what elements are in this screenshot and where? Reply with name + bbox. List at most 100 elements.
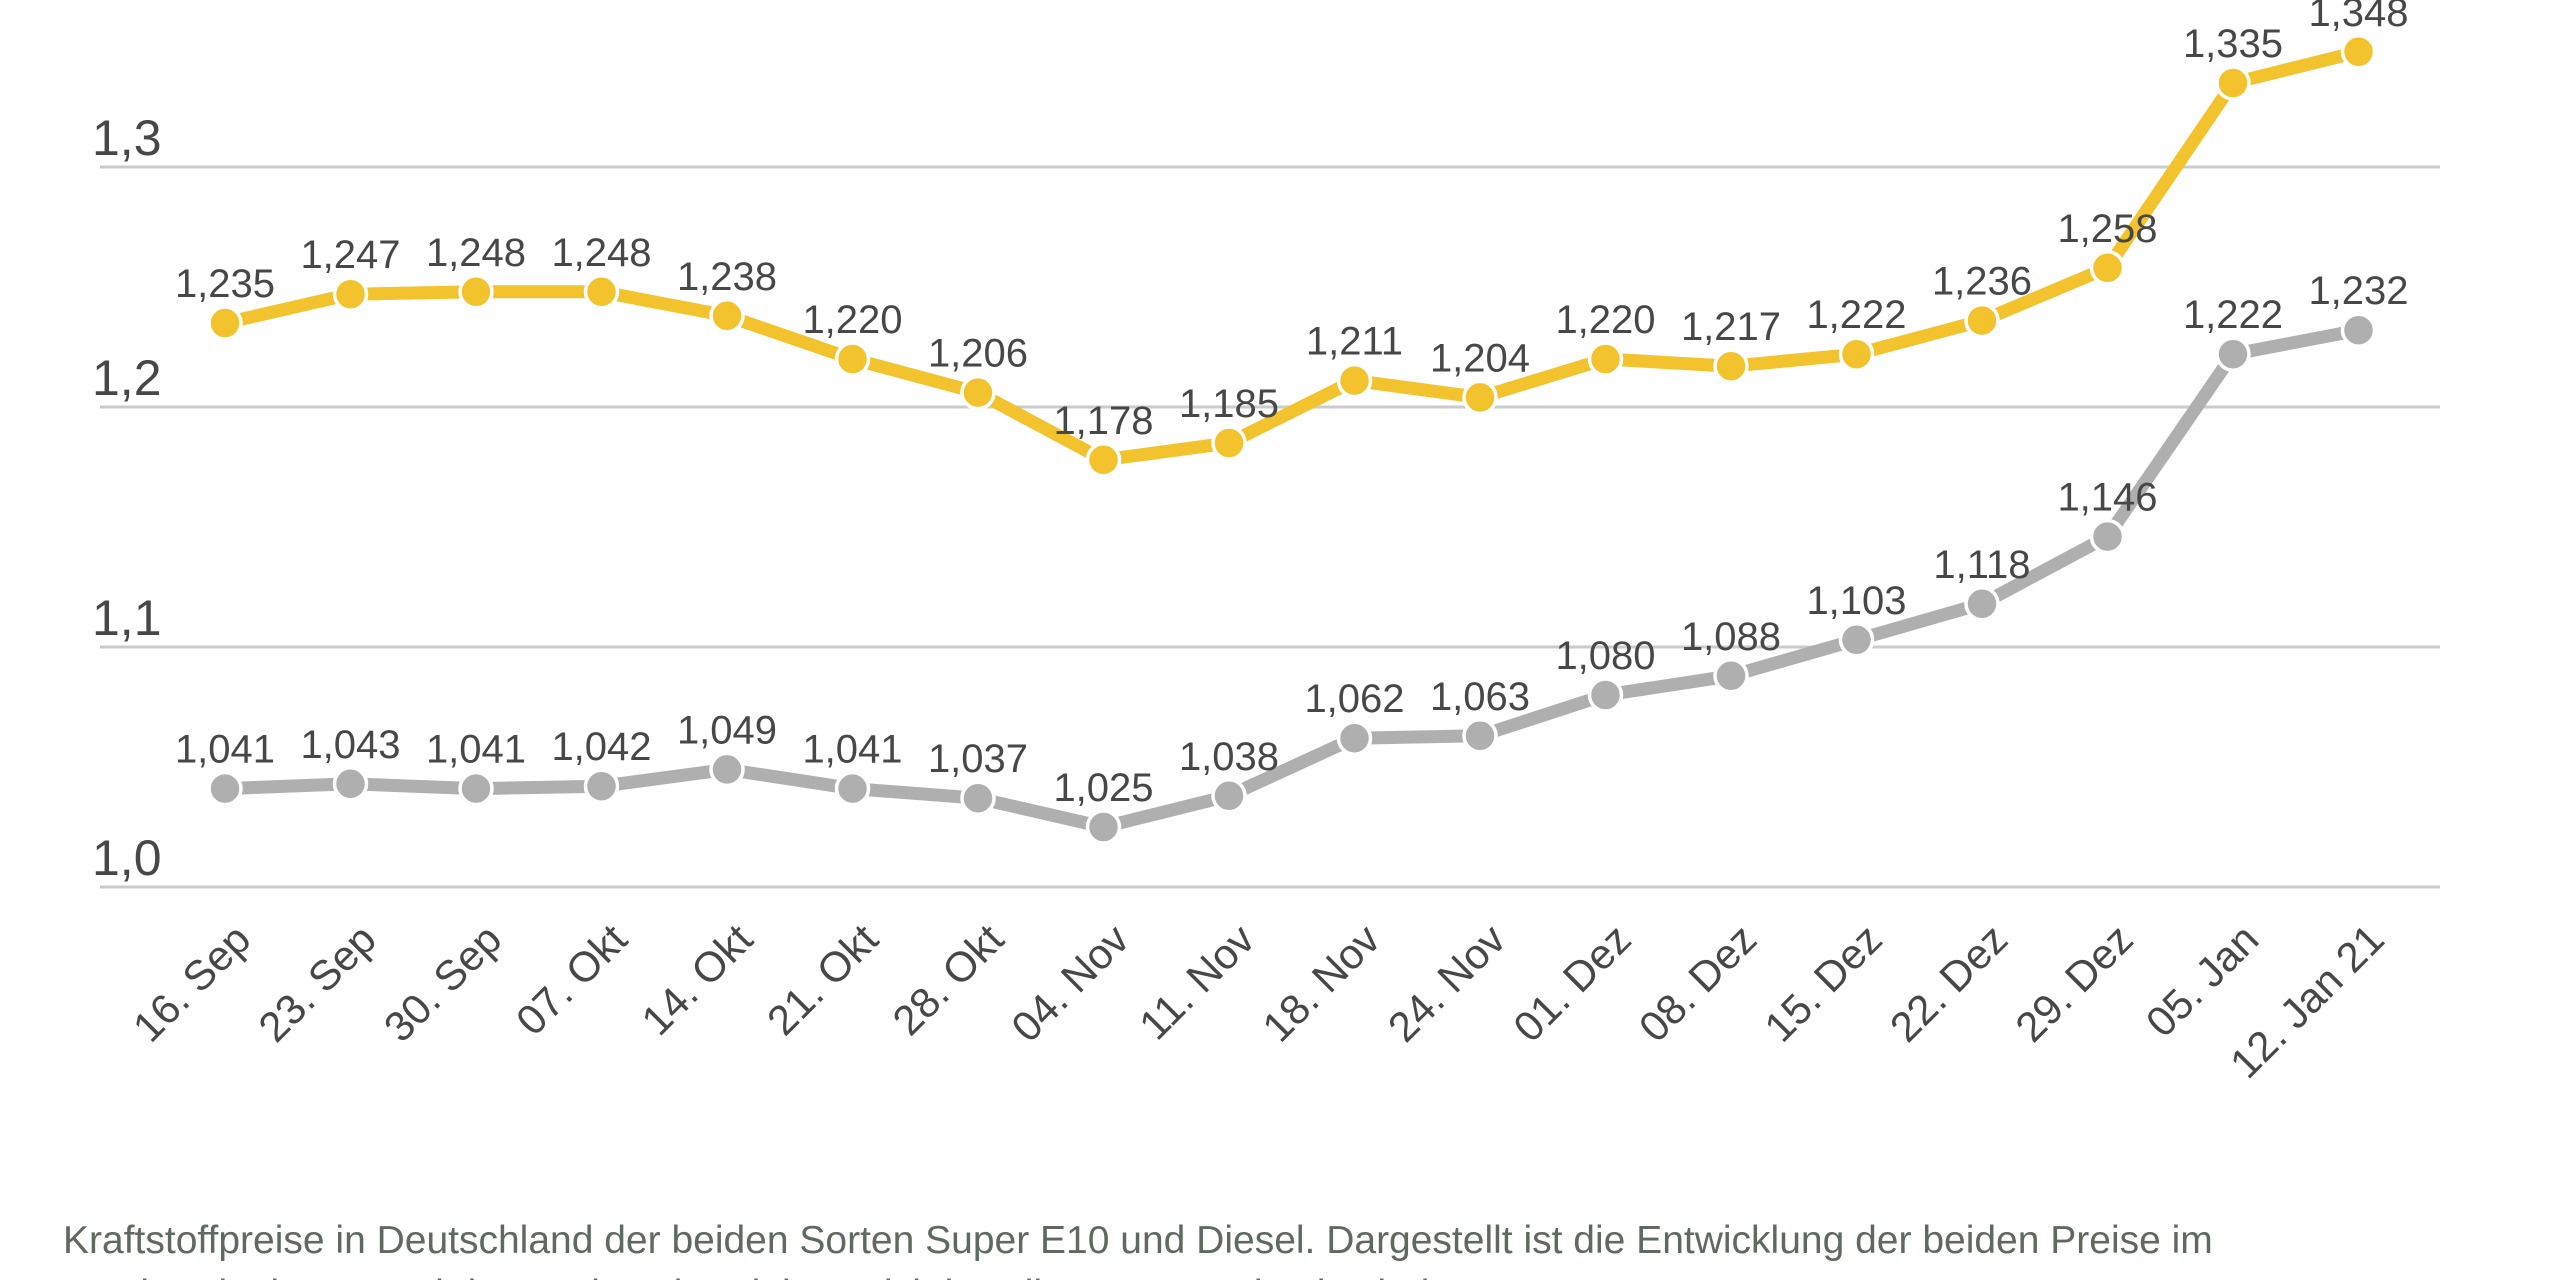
data-point-label: 1,204: [1430, 336, 1530, 380]
x-axis-tick-label: 28. Okt: [883, 915, 1012, 1044]
data-point-label: 1,049: [677, 708, 777, 752]
series-line-super-e10: [223, 45, 2361, 467]
y-axis-tick-label: 1,3: [92, 110, 162, 166]
x-axis-tick-label: 15. Dez: [1755, 915, 1891, 1051]
data-point-label: 1,248: [426, 231, 526, 275]
data-point-marker: [1462, 718, 1498, 754]
data-point-label: 1,037: [928, 737, 1028, 781]
data-point-label: 1,041: [802, 728, 902, 772]
data-point-label: 1,062: [1304, 677, 1404, 721]
x-axis-tick-label: 21. Okt: [758, 915, 887, 1044]
data-point-label: 1,118: [1933, 543, 2030, 587]
data-point-label: 1,248: [551, 231, 651, 275]
x-axis-tick-label: 24. Nov: [1379, 915, 1515, 1051]
x-axis-tick-label: 29. Dez: [2006, 915, 2142, 1051]
data-point-marker: [1336, 720, 1373, 756]
data-point-marker: [1964, 302, 2000, 339]
data-point-label: 1,258: [2057, 207, 2157, 251]
x-axis-tick-label: 11. Nov: [1130, 915, 1263, 1048]
data-point-label: 1,217: [1681, 305, 1781, 349]
data-point-marker: [1211, 778, 1247, 814]
data-point-marker: [2089, 518, 2126, 555]
data-point-marker: [834, 341, 871, 377]
data-point-marker: [1964, 586, 2000, 622]
data-point-marker: [1838, 336, 1875, 372]
data-point-label: 1,146: [2057, 476, 2157, 520]
data-point-label: 1,247: [300, 233, 400, 277]
data-point-marker: [207, 770, 243, 807]
data-point-marker: [1838, 622, 1875, 658]
x-axis-tick-label: 14. Okt: [632, 915, 761, 1044]
data-point-label: 1,220: [1555, 298, 1655, 342]
data-point-marker: [1085, 442, 1122, 478]
data-point-marker: [709, 298, 745, 334]
x-axis-tick-label: 18. Nov: [1253, 915, 1389, 1051]
x-axis-tick-label: 08. Dez: [1630, 915, 1766, 1051]
data-point-marker: [583, 274, 620, 310]
x-axis-tick-label: 23. Sep: [249, 915, 385, 1051]
data-point-label: 1,206: [928, 332, 1028, 376]
data-point-marker: [709, 751, 745, 788]
data-point-marker: [960, 780, 996, 816]
data-point-marker: [1713, 658, 1749, 694]
data-point-marker: [2089, 250, 2126, 286]
data-point-marker: [207, 305, 243, 341]
data-point-label: 1,041: [175, 728, 275, 772]
y-axis-tick-labels: 1,3 1,2 1,1 1,0: [92, 110, 162, 886]
data-series: [207, 34, 2377, 845]
x-axis-tick-label: 07. Okt: [507, 915, 636, 1044]
y-axis-tick-label: 1,1: [92, 590, 162, 646]
data-point-label: 1,211: [1306, 320, 1403, 364]
data-point-label: 1,335: [2183, 22, 2283, 66]
data-point-marker: [1713, 348, 1749, 384]
data-point-label: 1,041: [426, 728, 526, 772]
data-point-label: 1,080: [1555, 634, 1655, 678]
data-point-marker: [834, 770, 871, 807]
x-axis-tick-label: 22. Dez: [1881, 915, 2017, 1051]
caption: Kraftstoffpreise in Deutschland der beid…: [63, 1219, 2213, 1280]
data-point-label: 1,025: [1053, 766, 1153, 810]
data-point-label: 1,063: [1430, 675, 1530, 719]
data-point-marker: [2340, 312, 2377, 348]
x-axis-tick-label: 04. Nov: [1002, 915, 1138, 1051]
data-point-label: 1,235: [175, 262, 275, 306]
data-point-label: 1,042: [551, 725, 651, 769]
data-point-label: 1,222: [1806, 293, 1906, 337]
data-point-label: 1,038: [1179, 735, 1279, 779]
data-point-marker: [1587, 677, 1624, 713]
data-point-marker: [960, 374, 996, 411]
caption-line-1: Kraftstoffpreise in Deutschland der beid…: [63, 1219, 2213, 1262]
data-point-marker: [458, 770, 494, 807]
data-point-label: 1,232: [2308, 269, 2408, 313]
x-axis-tick-label: 16. Sep: [124, 915, 260, 1051]
data-point-marker: [2215, 65, 2251, 101]
data-point-marker: [583, 768, 620, 804]
y-axis-tick-label: 1,2: [92, 350, 162, 406]
data-point-marker: [2340, 34, 2377, 70]
data-point-marker: [458, 274, 494, 310]
data-point-label: 1,220: [802, 298, 902, 342]
data-point-marker: [1336, 362, 1373, 399]
data-point-label: 1,088: [1681, 615, 1781, 659]
data-point-label: 1,185: [1179, 382, 1279, 426]
data-point-label: 1,236: [1932, 260, 2032, 304]
x-axis-tick-label: 01. Dez: [1504, 915, 1640, 1051]
data-point-label: 1,043: [300, 723, 400, 767]
data-point-label: 1,103: [1806, 579, 1906, 623]
x-axis-tick-label: 30. Sep: [375, 915, 511, 1051]
data-point-marker: [332, 766, 369, 802]
data-point-label: 1,178: [1053, 399, 1153, 443]
series-line-diesel: [224, 323, 2360, 834]
data-point-marker: [1587, 341, 1624, 377]
caption-line-2: Wochenrhythmus. Bei den Preisen handelt …: [63, 1273, 1577, 1280]
y-axis-tick-label: 1,0: [92, 830, 162, 886]
data-point-marker: [332, 276, 369, 312]
data-point-marker: [1211, 425, 1247, 461]
data-point-labels: 1,235 1,247 1,248 1,248 1,238 1,220 1,206 1,178…: [175, 0, 2409, 810]
data-point-marker: [1085, 809, 1122, 845]
data-point-marker: [2215, 336, 2251, 372]
data-point-marker: [1462, 379, 1498, 416]
